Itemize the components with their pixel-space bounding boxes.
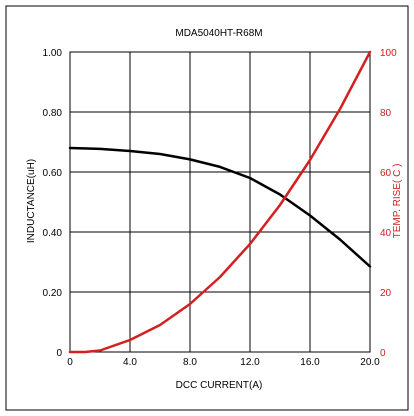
- y-left-tick-label: 0.80: [43, 108, 63, 119]
- y-left-axis-label: INDUCTANCE(uH): [26, 159, 37, 243]
- y-right-tick-label: 40: [380, 228, 392, 239]
- y-left-tick-label: 1.00: [43, 48, 63, 59]
- y-left-tick-labels: 0 0.20 0.40 0.60 0.80 1.00: [43, 48, 63, 359]
- x-tick-label: 16.0: [300, 357, 320, 368]
- y-left-tick-label: 0.40: [43, 228, 63, 239]
- inductance-series-line: [68, 146, 372, 268]
- y-right-tick-label: 100: [380, 48, 397, 59]
- x-tick-labels: 0 4.0 8.0 12.0 16.0 20.0: [67, 357, 380, 368]
- y-right-tick-label: 60: [380, 168, 392, 179]
- x-tick-label: 20.0: [360, 357, 380, 368]
- x-tick-label: 0: [67, 357, 73, 368]
- x-tick-label: 12.0: [240, 357, 260, 368]
- y-right-tick-label: 80: [380, 108, 392, 119]
- x-tick-label: 8.0: [183, 357, 197, 368]
- outer-frame: [5, 5, 409, 411]
- chart-title: MDA5040HT-R68M: [175, 28, 262, 39]
- y-right-tick-label: 0: [380, 348, 386, 359]
- y-right-axis-label: TEMP. RISE( C ): [392, 164, 403, 239]
- y-left-tick-label: 0.20: [43, 288, 63, 299]
- x-axis-label: DCC CURRENT(A): [176, 380, 263, 391]
- plot-border: [69, 51, 371, 353]
- series-layer: [68, 50, 372, 354]
- y-right-tick-labels: 0 20 40 60 80 100: [380, 48, 397, 359]
- y-right-tick-label: 20: [380, 288, 392, 299]
- temp-rise-series-line: [68, 50, 372, 354]
- y-left-tick-label: 0: [56, 348, 62, 359]
- x-tick-label: 4.0: [123, 357, 137, 368]
- y-left-tick-label: 0.60: [43, 168, 63, 179]
